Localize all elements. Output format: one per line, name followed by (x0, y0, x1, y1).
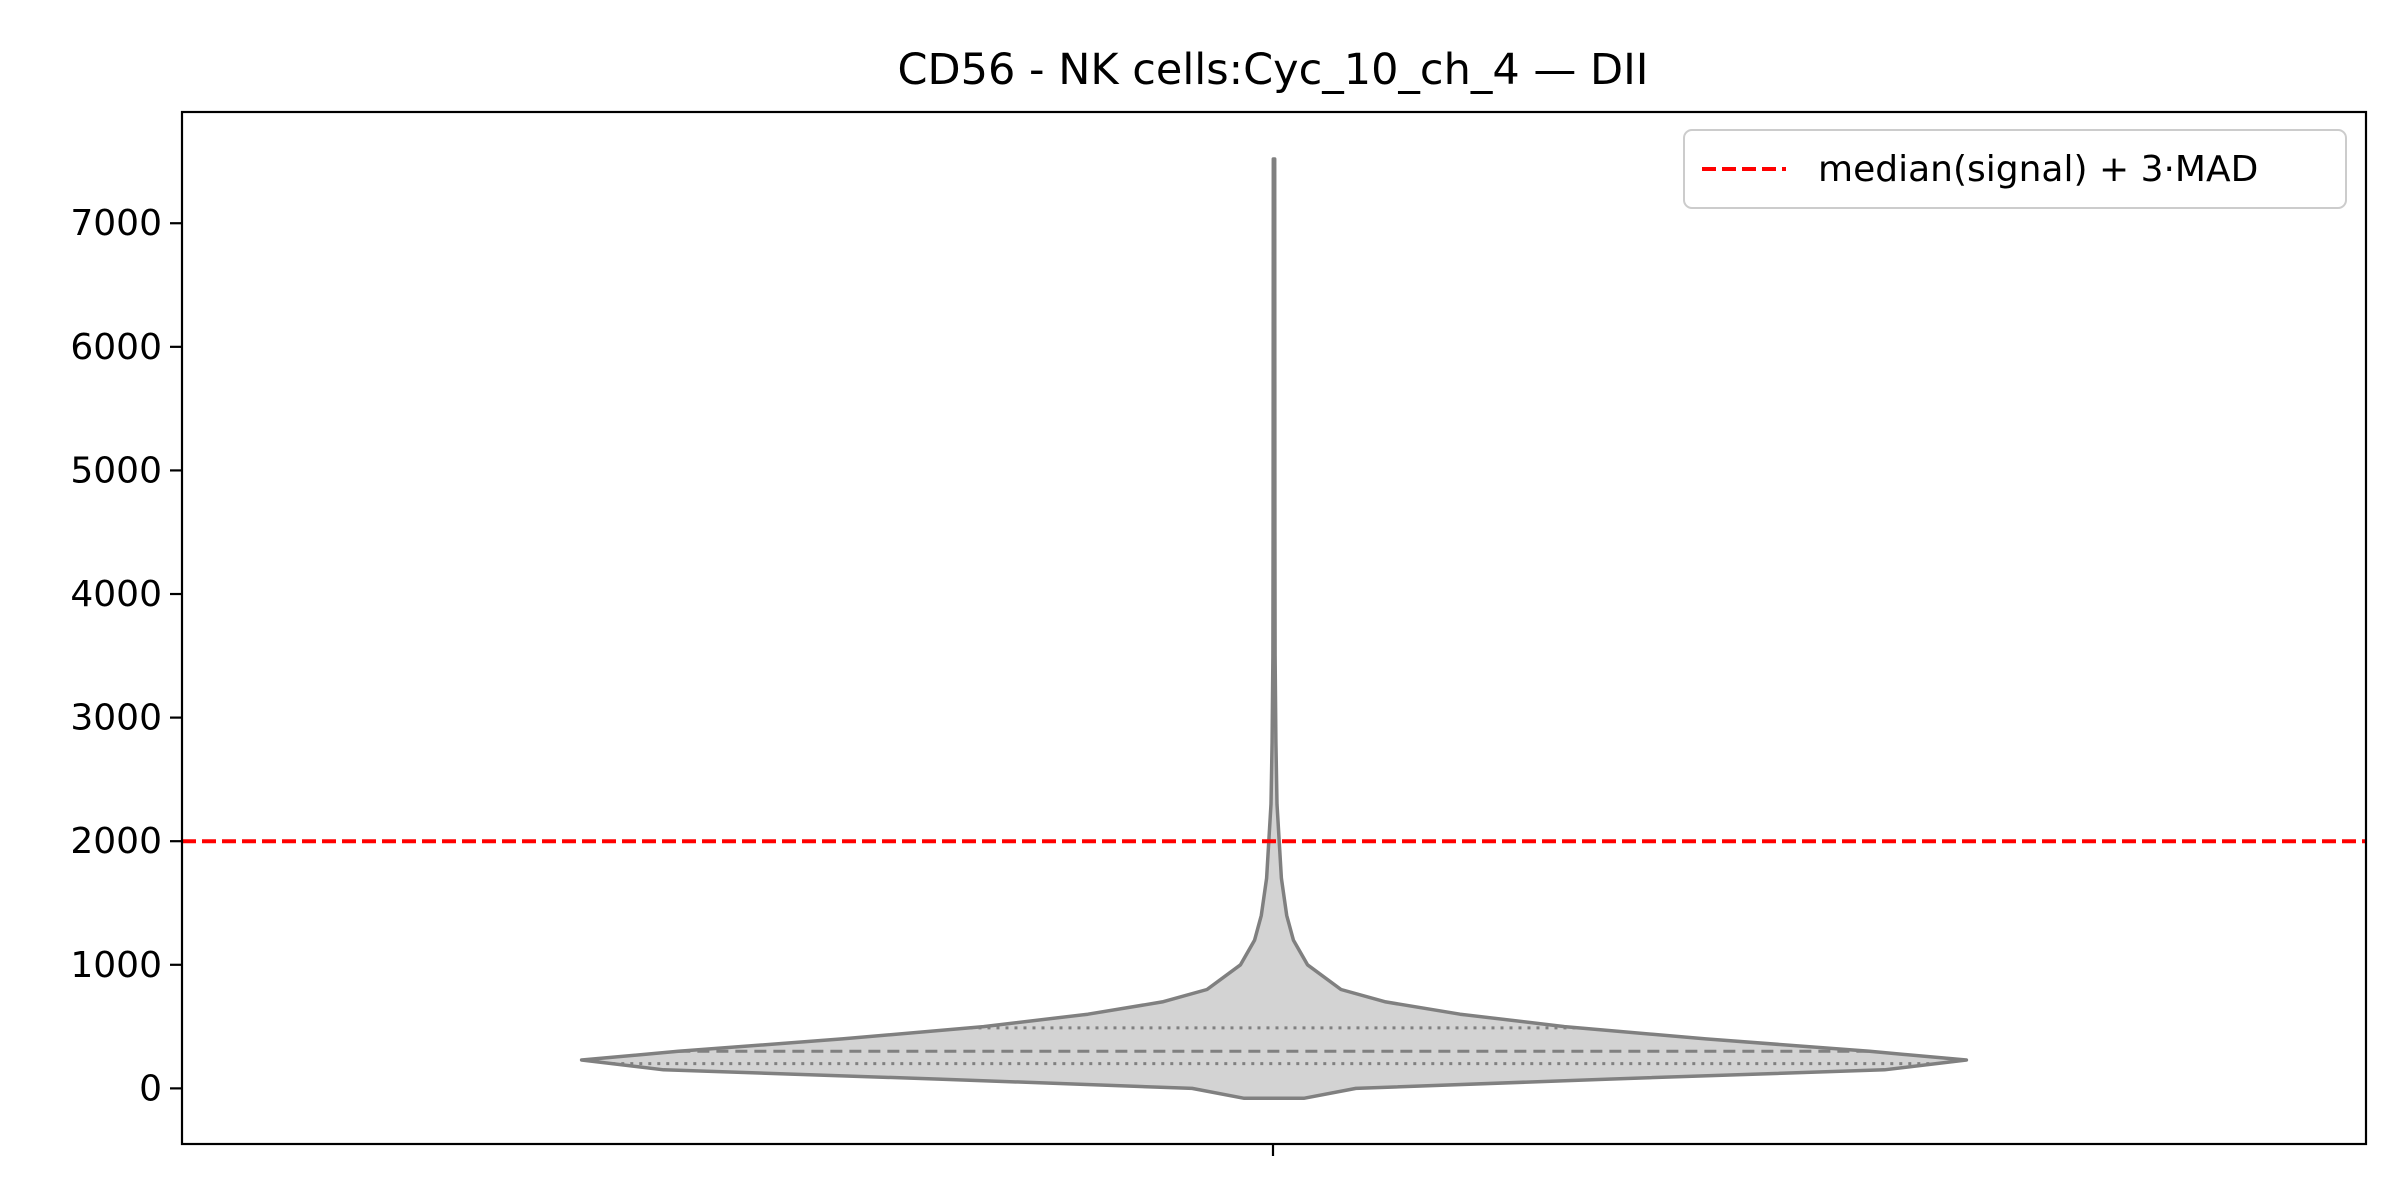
y-tick-label: 2000 (70, 821, 162, 862)
violin-layer (579, 157, 1969, 1101)
y-axis: 0 1000 2000 3000 4000 5000 6000 7000 (70, 203, 182, 1109)
legend-threshold-label: median(signal) + 3·MAD (1818, 149, 2258, 190)
y-tick-label: 3000 (70, 698, 162, 739)
chart-title: CD56 - NK cells:Cyc_10_ch_4 — DII (897, 45, 1648, 95)
y-tick-label: 6000 (70, 327, 162, 368)
legend-box (1683, 129, 2347, 209)
legend: median(signal) + 3·MAD (1683, 129, 2347, 209)
y-tick-label: 4000 (70, 574, 162, 615)
y-tick-label: 7000 (70, 203, 162, 244)
y-tick-label: 0 (139, 1068, 162, 1109)
plot-area (182, 157, 2366, 1101)
y-tick-label: 1000 (70, 945, 162, 986)
y-tick-label: 5000 (70, 450, 162, 491)
